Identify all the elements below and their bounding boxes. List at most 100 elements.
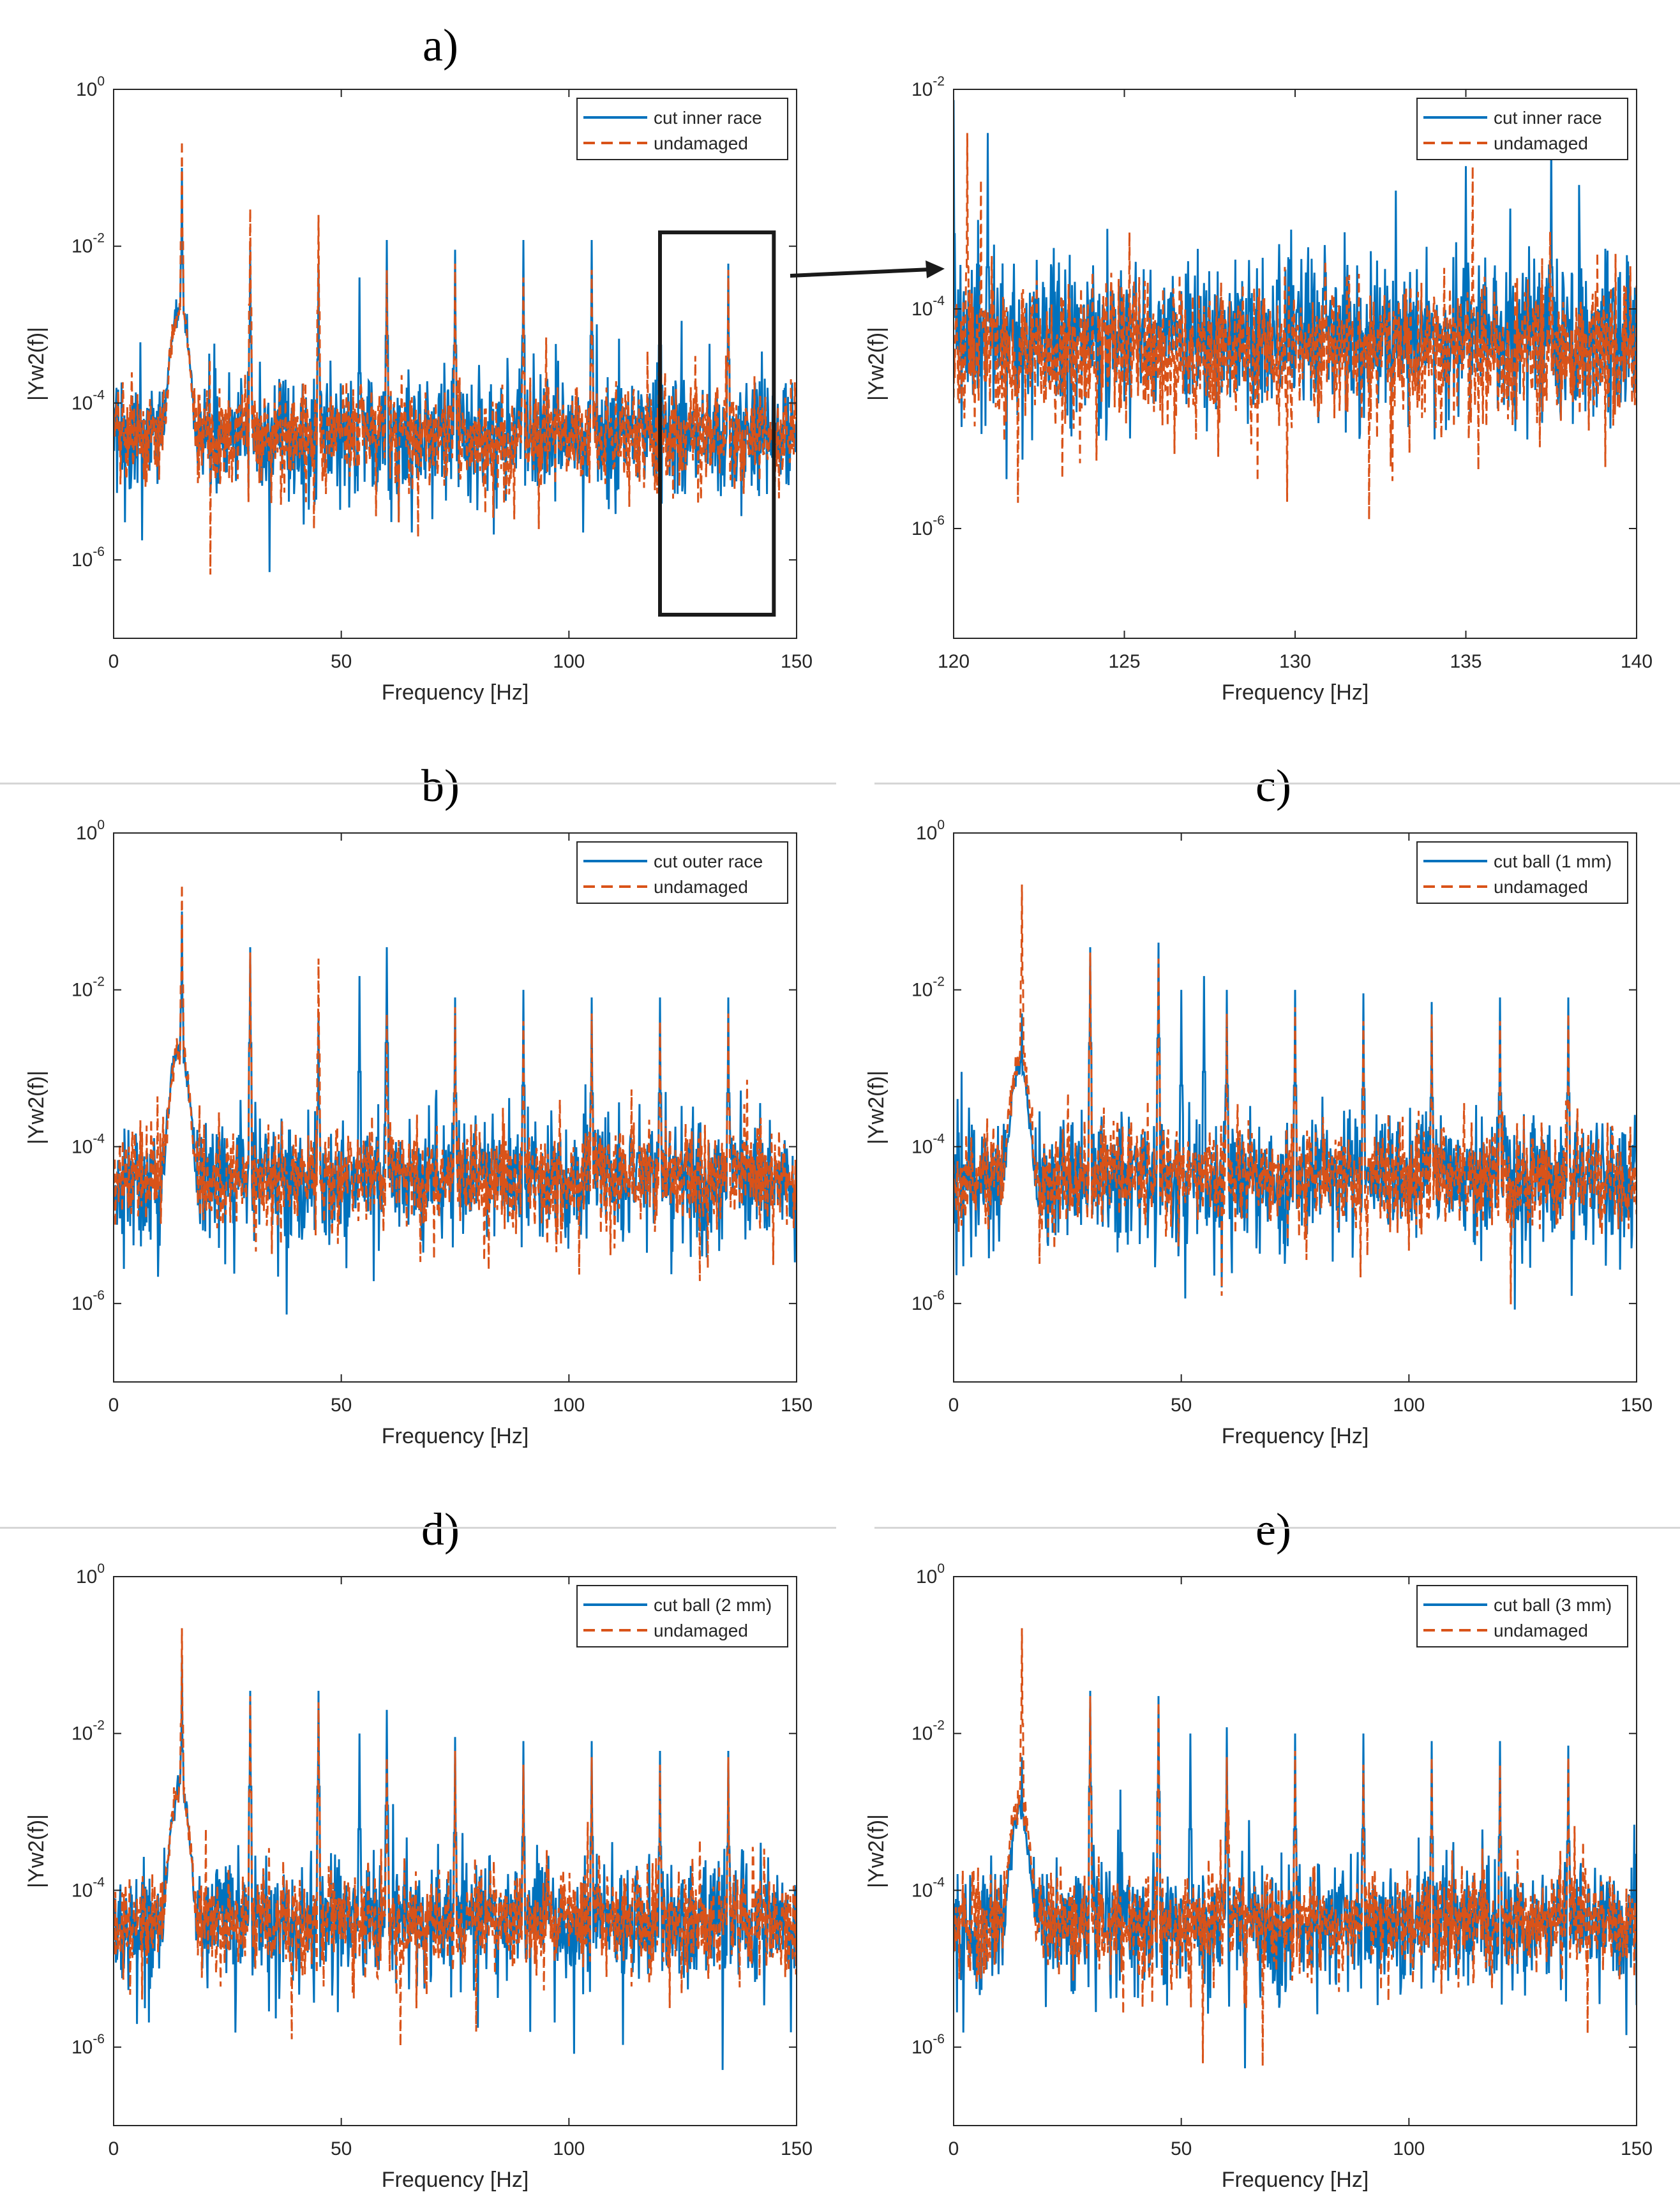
legend-label: undamaged [654,133,748,153]
separator-line [0,1527,836,1529]
x-tick-label: 150 [781,651,813,672]
legend-label: cut inner race [654,108,762,128]
x-tick-label: 100 [553,2138,585,2159]
series-line-undamaged [114,140,797,575]
x-tick-label: 50 [1171,2138,1192,2159]
x-tick-label: 0 [949,2138,959,2159]
y-tick-label: 10-6 [911,1288,945,1314]
y-tick-label: 10-6 [911,513,945,539]
legend-label: undamaged [1494,1621,1588,1640]
legend-label: cut ball (3 mm) [1494,1595,1612,1615]
x-tick-label: 0 [109,1395,119,1416]
y-axis-label: |Yw2(f)| [24,1070,49,1144]
y-tick-label: 10-6 [71,1288,105,1314]
panel-label-e: e) [1256,1504,1291,1555]
zoom-region-box [658,230,776,617]
series-line-damaged [954,1690,1637,2069]
x-axis-label: Frequency [Hz] [1222,2168,1369,2192]
x-tick-label: 50 [331,2138,352,2159]
chart-d: 0 50 100 150 100 10-2 10-4 10-6 Frequency [Hz] |Y… [24,1561,813,2192]
separator-line [0,783,836,784]
series-line-undamaged [954,133,1637,520]
plot-area [114,1577,797,2126]
y-tick-label: 100 [916,818,945,844]
y-axis-label: |Yw2(f)| [864,1814,889,1888]
axes-box [113,1576,797,2126]
y-tick-label: 100 [76,74,105,100]
plot-area [954,1577,1637,2126]
y-tick-label: 100 [916,1561,945,1587]
axes-box [113,89,797,639]
series-line-damaged [114,1655,797,2070]
legend-label: undamaged [1494,877,1588,897]
separator-line [874,783,1680,784]
x-tick-label: 120 [938,651,970,672]
y-tick-label: 10-6 [71,2032,105,2058]
series-line-undamaged [954,884,1637,1305]
x-tick-label: 140 [1621,651,1653,672]
x-axis-label: Frequency [Hz] [382,1424,529,1448]
legend-label: undamaged [654,1621,748,1640]
legend-label: undamaged [654,877,748,897]
x-axis-label: Frequency [Hz] [1222,1424,1369,1448]
y-tick-label: 10-4 [71,1875,105,1901]
chart-b: 0 50 100 150 100 10-2 10-4 10-6 Frequency [Hz] |Y… [24,818,813,1448]
chart-a-zoom: 120 125 130 135 140 10-2 10-4 10-6 Frequency [Hz… [864,74,1653,705]
x-tick-label: 100 [553,1395,585,1416]
axes-box [113,832,797,1383]
legend-box [576,98,788,160]
x-tick-label: 100 [553,651,585,672]
separator-line [874,1527,1680,1529]
x-tick-label: 0 [949,1395,959,1416]
y-tick-label: 10-6 [911,2032,945,2058]
x-tick-label: 150 [781,2138,813,2159]
legend-box [1416,1585,1628,1647]
legend-label: cut inner race [1494,108,1602,128]
x-tick-label: 150 [781,1395,813,1416]
y-tick-label: 10-2 [71,231,105,257]
x-tick-label: 50 [331,651,352,672]
x-tick-label: 100 [1393,2138,1425,2159]
x-axis-label: Frequency [Hz] [382,2168,529,2192]
y-tick-label: 10-2 [71,975,105,1001]
y-tick-label: 10-4 [71,1131,105,1157]
y-tick-label: 10-4 [911,1875,945,1901]
x-tick-label: 150 [1621,2138,1653,2159]
plot-area [954,833,1637,1382]
legend-box [1416,841,1628,904]
chart-a: 0 50 100 150 100 10-2 10-4 10-6 Frequency [Hz] |Y… [24,74,813,705]
series-line-undamaged [954,1628,1637,2066]
legend-box [576,841,788,904]
y-axis-label: |Yw2(f)| [864,327,889,401]
y-tick-label: 10-4 [911,294,945,320]
axes-box [953,832,1637,1383]
x-tick-label: 50 [1171,1395,1192,1416]
y-tick-label: 10-2 [911,74,945,100]
y-axis-label: |Yw2(f)| [24,327,49,401]
y-axis-label: |Yw2(f)| [864,1070,889,1144]
panel-label-a: a) [423,20,458,71]
x-tick-label: 0 [109,2138,119,2159]
y-tick-label: 100 [76,818,105,844]
x-tick-label: 50 [331,1395,352,1416]
legend-box [1416,98,1628,160]
x-tick-label: 125 [1108,651,1140,672]
y-tick-label: 10-2 [911,975,945,1001]
plot-area [114,89,797,638]
y-tick-label: 10-6 [71,544,105,571]
x-axis-label: Frequency [Hz] [1222,680,1369,705]
x-tick-label: 100 [1393,1395,1425,1416]
x-tick-label: 130 [1279,651,1311,672]
series-line-undamaged [114,884,797,1281]
y-tick-label: 10-4 [71,387,105,414]
panel-label-d: d) [421,1504,460,1555]
series-line-damaged [114,911,797,1315]
y-tick-label: 100 [76,1561,105,1587]
zoom-arrow [790,260,945,278]
panel-label-b: b) [421,760,460,811]
legend-label: cut ball (2 mm) [654,1595,772,1615]
y-tick-label: 10-4 [911,1131,945,1157]
y-tick-label: 10-2 [911,1718,945,1745]
x-tick-label: 150 [1621,1395,1653,1416]
legend-label: cut ball (1 mm) [1494,852,1612,871]
